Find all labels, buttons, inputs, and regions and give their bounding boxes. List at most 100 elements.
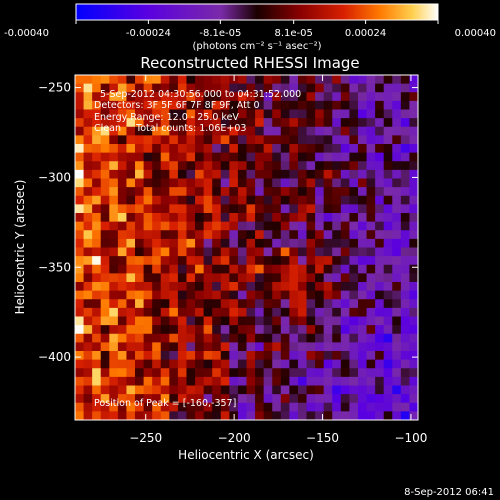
heatmap-cell xyxy=(306,299,316,309)
heatmap-cell xyxy=(186,307,196,318)
heatmap-cell xyxy=(375,282,385,292)
heatmap-cell xyxy=(109,230,119,240)
heatmap-cell xyxy=(375,273,385,283)
heatmap-cell xyxy=(297,126,308,136)
heatmap-cell xyxy=(340,109,350,119)
heatmap-cell xyxy=(75,161,85,171)
heatmap-cell xyxy=(117,394,128,404)
heatmap-cell xyxy=(126,256,136,266)
heatmap-cell xyxy=(272,83,282,93)
heatmap-cell xyxy=(237,126,248,136)
heatmap-cell xyxy=(306,342,316,352)
heatmap-cell xyxy=(272,316,282,326)
heatmap-cell xyxy=(143,402,153,412)
heatmap-cell xyxy=(280,402,290,412)
heatmap-cell xyxy=(186,316,196,326)
heatmap-cell xyxy=(160,368,170,378)
heatmap-cell xyxy=(160,290,170,300)
heatmap-cell xyxy=(323,256,333,266)
heatmap-cell xyxy=(349,204,359,214)
heatmap-cell xyxy=(375,299,385,309)
heatmap-cell xyxy=(349,359,359,369)
heatmap-cell xyxy=(220,126,230,136)
heatmap-cell xyxy=(75,213,85,223)
heatmap-cell xyxy=(186,282,196,292)
heatmap-cell xyxy=(109,402,119,412)
heatmap-cell xyxy=(263,213,273,223)
heatmap-cell xyxy=(280,411,290,420)
heatmap-cell xyxy=(92,402,102,412)
heatmap-cell xyxy=(246,325,256,335)
heatmap-cell xyxy=(289,368,299,378)
heatmap-cell xyxy=(152,402,162,412)
heatmap-cell xyxy=(315,144,325,154)
heatmap-cell xyxy=(297,264,308,274)
heatmap-cell xyxy=(297,325,308,335)
heatmap-cell xyxy=(349,282,359,292)
heatmap-cell xyxy=(229,325,239,335)
heatmap-cell xyxy=(306,213,316,223)
heatmap-cell xyxy=(203,83,213,93)
heatmap-cell xyxy=(212,411,222,420)
heatmap-cell xyxy=(392,316,402,326)
heatmap-cell xyxy=(366,83,376,93)
heatmap-cell xyxy=(409,144,418,154)
heatmap-cell xyxy=(212,92,222,102)
heatmap-cell xyxy=(100,376,110,387)
heatmap-cell xyxy=(332,83,342,93)
heatmap-cell xyxy=(212,195,222,205)
heatmap-cell xyxy=(280,333,290,343)
heatmap-cell xyxy=(75,144,85,154)
heatmap-cell xyxy=(332,195,342,205)
heatmap-cell xyxy=(186,385,196,395)
heatmap-cell xyxy=(229,161,239,171)
heatmap-cell xyxy=(109,307,119,318)
heatmap-cell xyxy=(400,109,411,119)
y-tick-label: −400 xyxy=(38,350,71,364)
heatmap-cell xyxy=(186,368,196,378)
heatmap-cell xyxy=(135,299,145,309)
heatmap-cell xyxy=(75,376,85,387)
heatmap-cell xyxy=(383,118,393,128)
heatmap-cell xyxy=(383,411,393,420)
heatmap-cell xyxy=(400,178,411,188)
heatmap-cell xyxy=(323,359,333,369)
heatmap-cell xyxy=(263,75,273,85)
heatmap-cell xyxy=(152,75,162,85)
heatmap-cell xyxy=(169,402,179,412)
heatmap-cell xyxy=(186,75,196,85)
plot-frame xyxy=(74,74,419,421)
heatmap-cell xyxy=(220,290,230,300)
heatmap-cell xyxy=(375,169,385,180)
heatmap-cell xyxy=(357,204,368,214)
heatmap-cell xyxy=(152,325,162,335)
heatmap-cell xyxy=(340,316,350,326)
colorbar-gradient xyxy=(75,3,439,21)
heatmap-cell xyxy=(117,282,128,292)
heatmap-cell xyxy=(177,126,188,136)
heatmap-cell xyxy=(135,256,145,266)
heatmap-cell xyxy=(117,264,128,274)
heatmap-cell xyxy=(357,83,368,93)
heatmap-cell xyxy=(203,376,213,387)
heatmap-cell xyxy=(366,195,376,205)
heatmap-cell xyxy=(229,316,239,326)
heatmap-cell xyxy=(357,376,368,387)
heatmap-cell xyxy=(75,100,85,111)
heatmap-cell xyxy=(195,213,205,223)
heatmap-cell xyxy=(83,256,93,266)
heatmap-cell xyxy=(220,221,230,231)
heatmap-cell xyxy=(357,221,368,231)
heatmap-cell xyxy=(195,247,205,257)
heatmap-cell xyxy=(306,195,316,205)
heatmap-cell xyxy=(100,402,110,412)
heatmap-cell xyxy=(143,299,153,309)
heatmap-cell xyxy=(357,152,368,162)
heatmap-cell xyxy=(246,178,256,188)
heatmap-cell xyxy=(83,178,93,188)
heatmap-cell xyxy=(135,169,145,180)
heatmap-cell xyxy=(272,325,282,335)
heatmap-cell xyxy=(143,256,153,266)
heatmap-cell xyxy=(169,333,179,343)
heatmap-cell xyxy=(117,195,128,205)
